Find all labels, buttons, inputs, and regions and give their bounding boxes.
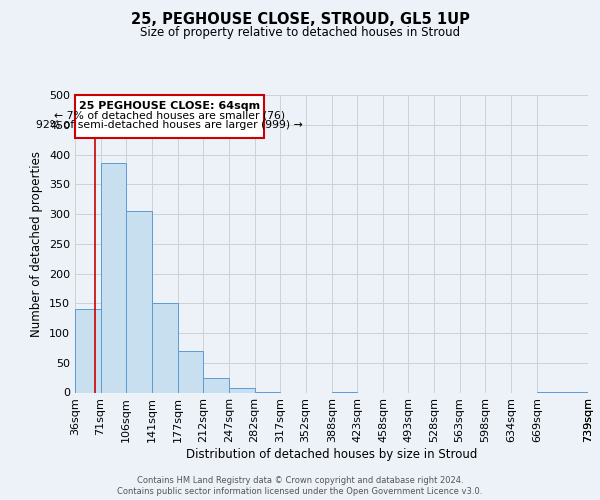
Text: ← 7% of detached houses are smaller (76): ← 7% of detached houses are smaller (76) xyxy=(54,110,285,120)
Text: 25, PEGHOUSE CLOSE, STROUD, GL5 1UP: 25, PEGHOUSE CLOSE, STROUD, GL5 1UP xyxy=(131,12,469,28)
Text: 92% of semi-detached houses are larger (999) →: 92% of semi-detached houses are larger (… xyxy=(36,120,303,130)
Text: Contains HM Land Registry data © Crown copyright and database right 2024.: Contains HM Land Registry data © Crown c… xyxy=(137,476,463,485)
FancyBboxPatch shape xyxy=(75,95,264,138)
Bar xyxy=(178,351,203,393)
X-axis label: Distribution of detached houses by size in Stroud: Distribution of detached houses by size … xyxy=(186,448,477,461)
Text: Size of property relative to detached houses in Stroud: Size of property relative to detached ho… xyxy=(140,26,460,39)
Bar xyxy=(101,164,126,392)
Text: Contains public sector information licensed under the Open Government Licence v3: Contains public sector information licen… xyxy=(118,487,482,496)
Bar xyxy=(229,388,254,392)
Bar xyxy=(126,211,152,392)
Bar xyxy=(152,303,178,392)
Bar xyxy=(203,378,229,392)
Y-axis label: Number of detached properties: Number of detached properties xyxy=(31,151,43,337)
Text: 25 PEGHOUSE CLOSE: 64sqm: 25 PEGHOUSE CLOSE: 64sqm xyxy=(79,101,260,111)
Bar xyxy=(75,309,101,392)
